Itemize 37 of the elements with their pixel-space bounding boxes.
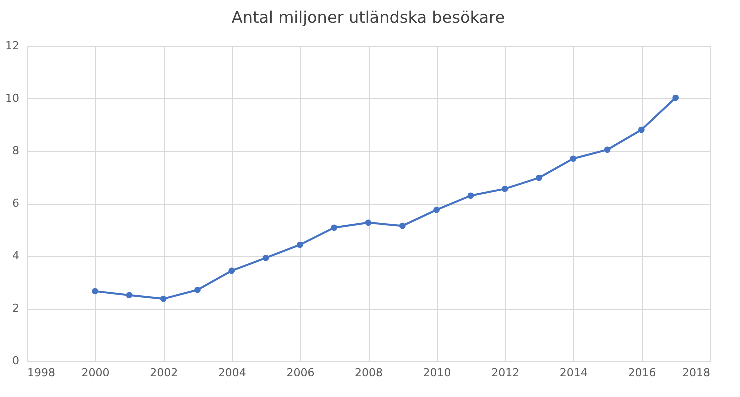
point xyxy=(570,156,577,162)
x-tick-label: 2004 xyxy=(218,366,246,380)
x-tick-label: 2018 xyxy=(682,366,710,380)
x-tick-label: 2016 xyxy=(628,366,656,380)
y-tick-label: 8 xyxy=(12,144,20,158)
point xyxy=(228,268,236,274)
x-tick-label: 2010 xyxy=(423,366,452,380)
point xyxy=(604,146,611,154)
point xyxy=(468,192,474,200)
y-tick-label: 0 xyxy=(12,354,20,368)
point xyxy=(297,242,304,248)
point xyxy=(92,288,98,295)
point xyxy=(126,292,133,299)
x-tick-label: 2014 xyxy=(560,366,588,380)
x-tick-label: 2002 xyxy=(150,366,178,380)
x-tick-label: 2012 xyxy=(492,366,520,380)
point xyxy=(638,126,645,134)
x-tick-label: 2008 xyxy=(355,366,383,380)
point xyxy=(194,286,201,294)
x-tick-label: 1998 xyxy=(28,366,56,380)
y-tick-label: 12 xyxy=(6,40,20,52)
point xyxy=(365,220,372,226)
point xyxy=(399,222,406,230)
y-tick-label: 2 xyxy=(12,302,20,315)
point xyxy=(536,174,542,182)
point xyxy=(672,94,680,102)
y-tick-label: 4 xyxy=(12,250,20,262)
point xyxy=(331,224,338,232)
point xyxy=(262,254,270,262)
y-tick-label: 10 xyxy=(6,92,20,105)
x-tick-label: 2000 xyxy=(82,366,110,380)
point xyxy=(434,206,440,214)
y-tick-label: 6 xyxy=(12,197,20,210)
point xyxy=(502,186,508,192)
x-tick-label: 2006 xyxy=(286,366,315,380)
point xyxy=(160,296,167,302)
chart-title: Antal miljoner utländska besökare xyxy=(232,8,506,27)
